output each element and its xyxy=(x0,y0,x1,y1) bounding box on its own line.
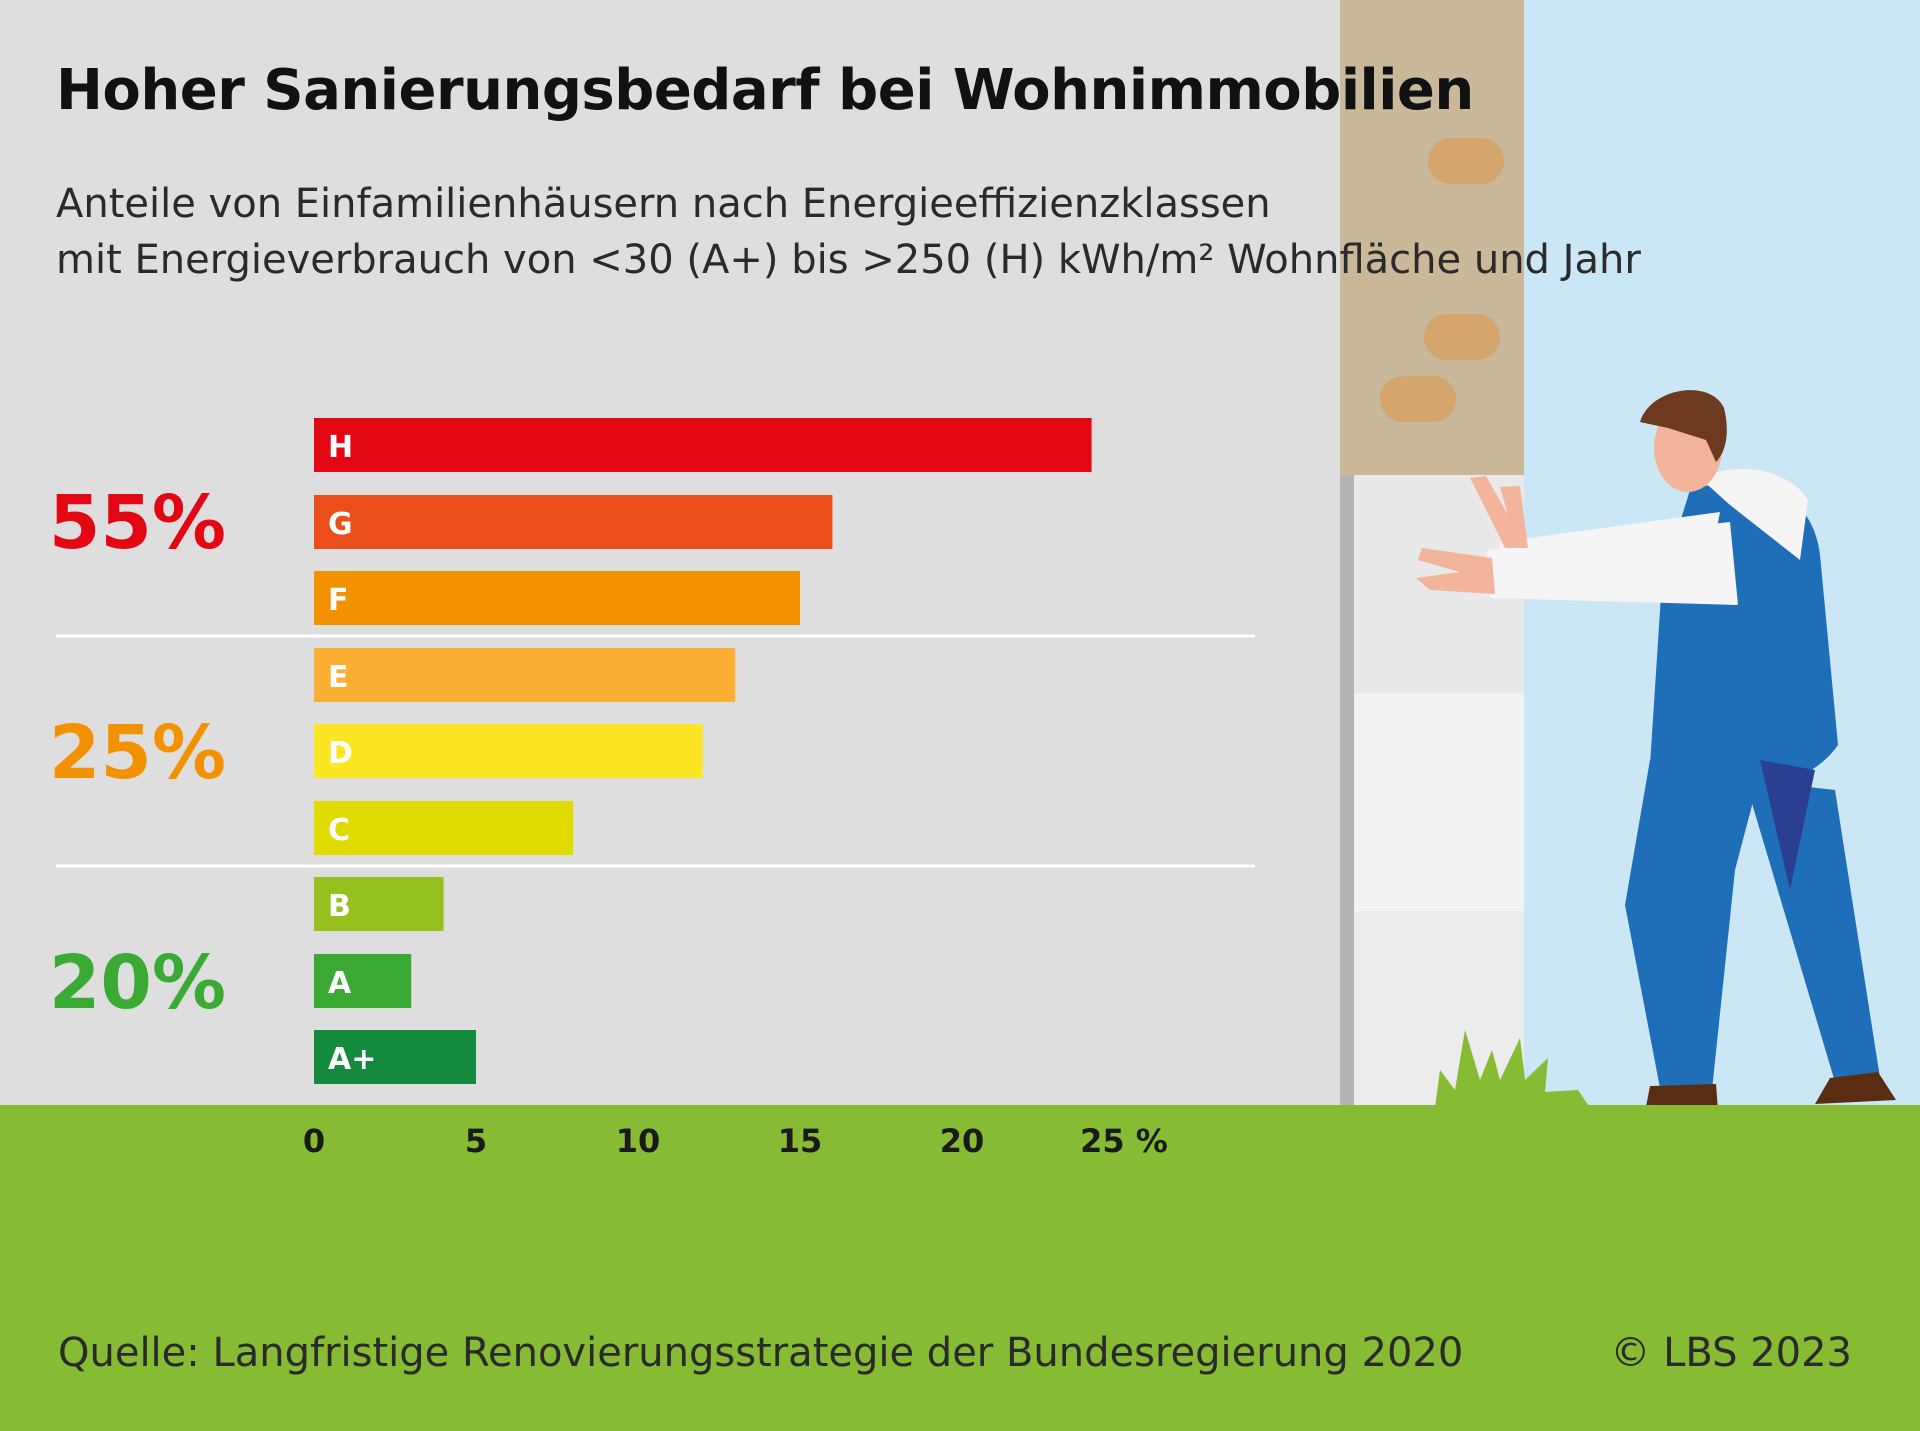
x-tick-20: 20 xyxy=(940,1122,985,1160)
bar-f: F xyxy=(314,571,800,625)
bar-b-rect xyxy=(314,877,444,931)
bar-c-rect xyxy=(314,801,574,855)
x-tick-25: 25 % xyxy=(1080,1122,1168,1160)
bar-c: C xyxy=(314,801,574,855)
bar-b: B xyxy=(314,877,444,931)
bar-h: H xyxy=(314,418,1092,472)
x-tick-0: 0 xyxy=(303,1122,325,1160)
bar-d: D xyxy=(314,724,703,778)
bar-d-rect xyxy=(314,724,703,778)
bar-a: A xyxy=(314,954,412,1008)
bar-a-plus: A+ xyxy=(314,1030,476,1084)
bar-h-label: H xyxy=(328,430,353,465)
bar-a-label: A xyxy=(328,966,352,1001)
worker-hand-lower xyxy=(1416,548,1495,594)
bar-a-plus-label: A+ xyxy=(328,1042,376,1077)
background xyxy=(0,0,1340,1105)
chart-subtitle: Anteile von Einfamilienhäusern nach Ener… xyxy=(56,176,1641,288)
worker-back-shoe xyxy=(1815,1072,1896,1104)
worker-back-leg xyxy=(1745,780,1880,1082)
grass-tuft xyxy=(1435,1030,1590,1108)
bar-g-rect xyxy=(314,495,833,549)
worker-front-arm xyxy=(1487,522,1738,605)
wall-edge xyxy=(1340,475,1354,1105)
copyright-note: © LBS 2023 xyxy=(1610,1330,1852,1376)
worker-hand-upper xyxy=(1470,476,1528,548)
x-tick-15: 15 xyxy=(778,1122,823,1160)
source-note: Quelle: Langfristige Renovierungsstrateg… xyxy=(58,1330,1464,1376)
bar-g-label: G xyxy=(328,507,353,542)
worker-front-leg xyxy=(1625,760,1760,1090)
worker-illustration xyxy=(1416,390,1896,1112)
brick-3 xyxy=(1380,376,1456,422)
bar-f-rect xyxy=(314,571,800,625)
bar-e: E xyxy=(314,648,736,702)
x-tick-5: 5 xyxy=(465,1122,487,1160)
insulation-panel-middle xyxy=(1340,693,1524,911)
bar-e-label: E xyxy=(328,660,349,695)
group-label-20: 20% xyxy=(49,940,226,1026)
worker-hair xyxy=(1640,390,1727,462)
grass xyxy=(0,1105,1920,1431)
x-tick-10: 10 xyxy=(616,1122,661,1160)
group-label-55: 55% xyxy=(49,480,226,566)
brick-2 xyxy=(1424,314,1500,360)
bar-e-rect xyxy=(314,648,736,702)
bar-h-rect xyxy=(314,418,1092,472)
bar-b-label: B xyxy=(328,889,351,924)
worker-shirt-collar xyxy=(1700,469,1808,560)
brick-1 xyxy=(1428,138,1504,184)
subtitle-line-2: mit Energieverbrauch von <30 (A+) bis >2… xyxy=(56,237,1641,283)
bar-f-label: F xyxy=(328,583,349,618)
group-label-25: 25% xyxy=(49,710,226,796)
subtitle-line-1: Anteile von Einfamilienhäusern nach Ener… xyxy=(56,181,1271,227)
bar-d-label: D xyxy=(328,736,353,771)
bar-g: G xyxy=(314,495,833,549)
bar-a-plus-rect xyxy=(314,1030,476,1084)
worker-overall-shadow xyxy=(1760,760,1815,890)
bar-a-rect xyxy=(314,954,412,1008)
chart-title: Hoher Sanierungsbedarf bei Wohnimmobilie… xyxy=(56,58,1474,123)
bar-c-label: C xyxy=(328,813,350,848)
